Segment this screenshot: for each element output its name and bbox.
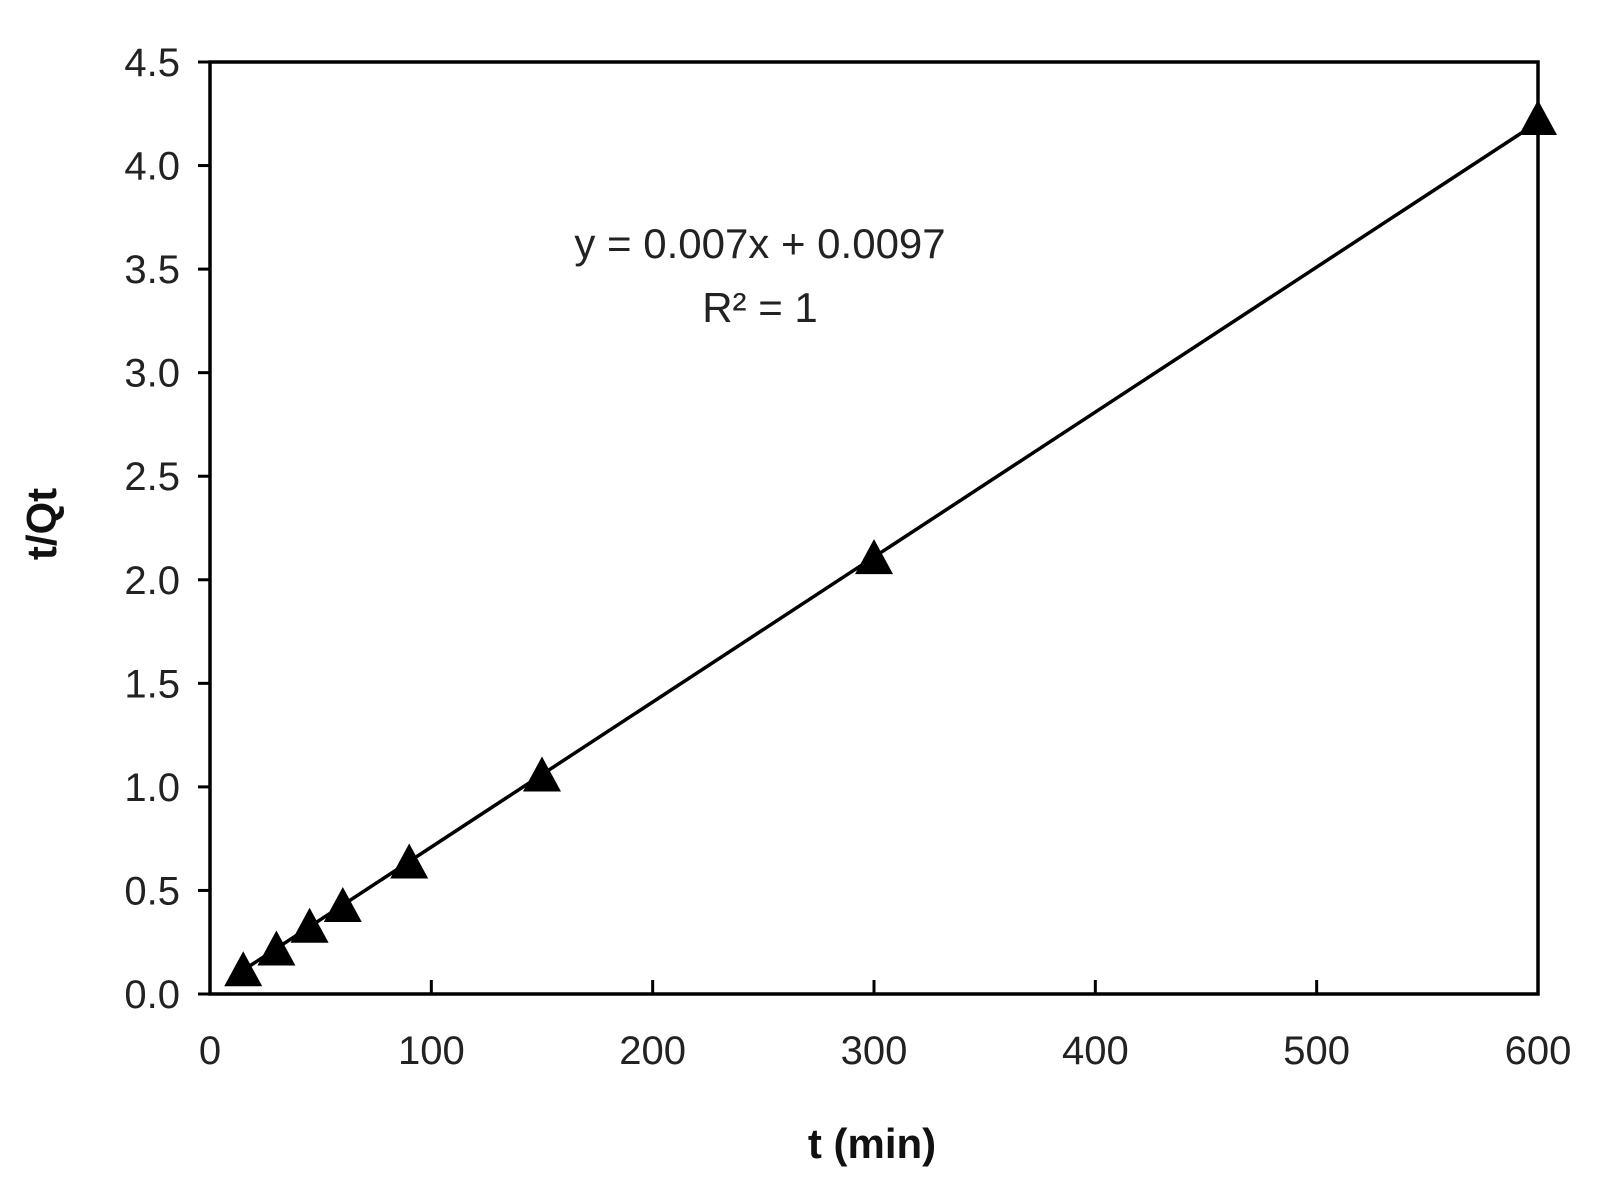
trendline (242, 120, 1539, 972)
x-axis-ticks: 0 100 200 300 400 500 600 (199, 980, 1572, 1073)
y-tick-label: 2.0 (124, 559, 180, 603)
data-point-triangle (390, 843, 429, 879)
data-point-triangle (257, 930, 296, 966)
y-tick-label: 0.0 (124, 973, 180, 1017)
data-point-triangle (224, 951, 263, 987)
data-point-triangle (323, 887, 362, 923)
r-squared-label: R² = 1 (702, 284, 818, 331)
x-tick-label: 400 (1062, 1029, 1129, 1073)
data-point-triangle (855, 539, 893, 575)
x-tick-label: 0 (199, 1029, 221, 1073)
x-tick-label: 100 (398, 1029, 465, 1073)
y-axis-title: t/Qt (18, 488, 65, 560)
x-tick-label: 200 (619, 1029, 686, 1073)
y-tick-label: 1.5 (124, 662, 180, 706)
y-axis-ticks: 0.0 0.5 1.0 1.5 2.0 2.5 3.0 3.5 4.0 4.5 (124, 41, 210, 1017)
y-tick-label: 2.5 (124, 455, 180, 499)
trendline-equation: y = 0.007x + 0.0097 (574, 220, 945, 267)
data-point-triangle (523, 756, 561, 792)
y-tick-label: 4.0 (124, 145, 180, 189)
x-tick-label: 300 (841, 1029, 908, 1073)
y-tick-label: 3.0 (124, 352, 180, 396)
plot-area-frame (208, 60, 1540, 996)
y-tick-label: 4.5 (124, 41, 180, 85)
x-axis-title: t (min) (808, 1120, 936, 1167)
y-tick-label: 1.0 (124, 766, 180, 810)
x-tick-label: 600 (1505, 1029, 1572, 1073)
x-tick-label: 500 (1283, 1029, 1350, 1073)
y-tick-label: 0.5 (124, 869, 180, 913)
data-point-triangle (290, 907, 329, 943)
y-tick-label: 3.5 (124, 248, 180, 292)
